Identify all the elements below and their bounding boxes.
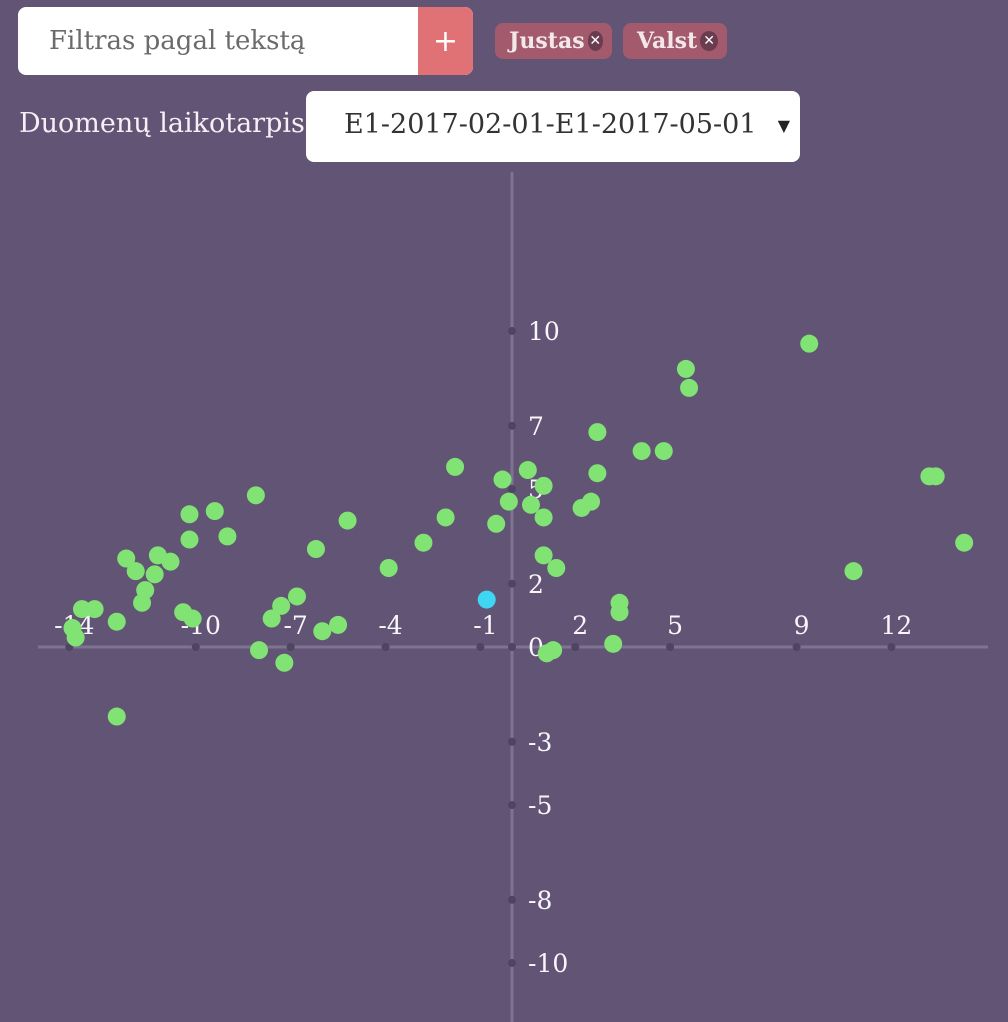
x-tick-mark: [381, 643, 390, 651]
data-point[interactable]: [588, 464, 607, 483]
data-point[interactable]: [676, 359, 695, 378]
data-point[interactable]: [133, 593, 152, 612]
data-point[interactable]: [414, 533, 433, 552]
data-point[interactable]: [844, 562, 863, 581]
data-point[interactable]: [66, 628, 85, 647]
chip-label: Justas: [509, 28, 585, 54]
data-point[interactable]: [161, 552, 180, 571]
data-point[interactable]: [499, 492, 518, 511]
y-tick-label: -5: [528, 791, 552, 820]
data-point[interactable]: [534, 546, 553, 565]
data-point[interactable]: [610, 603, 629, 622]
y-tick-mark: [508, 421, 516, 430]
data-point[interactable]: [487, 514, 506, 533]
x-tick-label: -4: [378, 611, 402, 640]
data-point[interactable]: [518, 461, 537, 480]
data-point[interactable]: [521, 495, 540, 514]
highlighted-data-point[interactable]: [477, 590, 496, 609]
y-tick-mark: [508, 959, 516, 967]
close-icon[interactable]: ✕: [587, 31, 603, 51]
data-point[interactable]: [272, 596, 291, 615]
data-point[interactable]: [436, 508, 455, 527]
x-tick-label: -1: [473, 611, 497, 640]
data-point[interactable]: [379, 559, 398, 577]
data-point[interactable]: [126, 562, 145, 581]
data-point[interactable]: [117, 549, 136, 568]
data-point[interactable]: [262, 609, 281, 628]
filter-chip-justas: Justas ✕: [495, 23, 612, 59]
data-point[interactable]: [544, 641, 563, 660]
data-point[interactable]: [145, 565, 164, 584]
data-point[interactable]: [926, 467, 945, 486]
data-point[interactable]: [313, 622, 332, 641]
data-point[interactable]: [205, 502, 224, 521]
data-point[interactable]: [582, 492, 601, 511]
data-point[interactable]: [72, 600, 91, 619]
x-tick-mark: [666, 643, 675, 651]
data-point[interactable]: [287, 587, 306, 606]
data-point[interactable]: [632, 442, 651, 461]
add-filter-button[interactable]: +: [418, 7, 473, 75]
filter-chip-valst: Valst ✕: [623, 23, 727, 59]
x-tick-mark: [792, 643, 801, 651]
y-tick-mark: [508, 643, 516, 651]
y-tick-label: -8: [528, 886, 552, 915]
y-tick-mark: [508, 737, 516, 746]
x-tick-label: 9: [794, 611, 810, 640]
y-tick-mark: [508, 485, 516, 493]
y-tick-label: -3: [528, 728, 552, 757]
y-tick-mark: [508, 327, 516, 335]
data-point[interactable]: [180, 505, 199, 524]
data-point[interactable]: [250, 641, 269, 660]
y-tick-mark: [508, 801, 516, 809]
y-tick-label: 10: [528, 317, 560, 346]
data-point[interactable]: [183, 609, 202, 628]
y-tick-mark: [508, 895, 516, 904]
x-tick-label: 2: [572, 611, 588, 640]
x-tick-mark: [887, 643, 896, 651]
data-point[interactable]: [547, 559, 566, 577]
y-tick-label: 7: [528, 412, 544, 441]
y-tick-label: -10: [528, 949, 568, 978]
x-tick-mark: [476, 643, 485, 651]
x-tick-label: 12: [881, 611, 913, 640]
filter-input[interactable]: [18, 7, 418, 75]
data-point[interactable]: [680, 378, 699, 397]
data-point[interactable]: [275, 653, 294, 672]
data-point[interactable]: [654, 442, 673, 461]
data-point[interactable]: [107, 707, 126, 726]
data-point[interactable]: [955, 533, 974, 552]
data-point[interactable]: [329, 615, 348, 634]
data-point[interactable]: [338, 511, 357, 530]
data-point[interactable]: [446, 457, 465, 476]
data-point[interactable]: [534, 508, 553, 527]
text-filter: +: [18, 7, 473, 75]
data-point[interactable]: [85, 600, 104, 619]
data-point[interactable]: [604, 634, 623, 653]
period-selected-value: E1-2017-02-01-E1-2017-05-01: [344, 109, 757, 140]
data-point[interactable]: [588, 423, 607, 442]
y-tick-mark: [508, 579, 516, 588]
x-tick-mark: [191, 643, 200, 651]
x-tick-label: -7: [283, 611, 307, 640]
data-point[interactable]: [534, 476, 553, 495]
data-point[interactable]: [218, 527, 237, 546]
chip-label: Valst: [637, 28, 698, 54]
data-point[interactable]: [800, 334, 819, 353]
x-tick-label: 5: [667, 611, 683, 640]
x-tick-mark: [571, 643, 580, 651]
data-point[interactable]: [246, 486, 265, 505]
close-icon[interactable]: ✕: [700, 31, 718, 51]
data-point[interactable]: [107, 612, 126, 631]
y-tick-label: 2: [528, 570, 544, 599]
x-tick-mark: [286, 643, 295, 651]
data-point[interactable]: [306, 540, 325, 559]
data-point[interactable]: [180, 530, 199, 549]
period-select[interactable]: E1-2017-02-01-E1-2017-05-01 ▼: [306, 91, 800, 162]
period-label: Duomenų laikotarpis: [19, 108, 305, 139]
data-point[interactable]: [493, 470, 512, 489]
chevron-down-icon: ▼: [777, 116, 790, 135]
